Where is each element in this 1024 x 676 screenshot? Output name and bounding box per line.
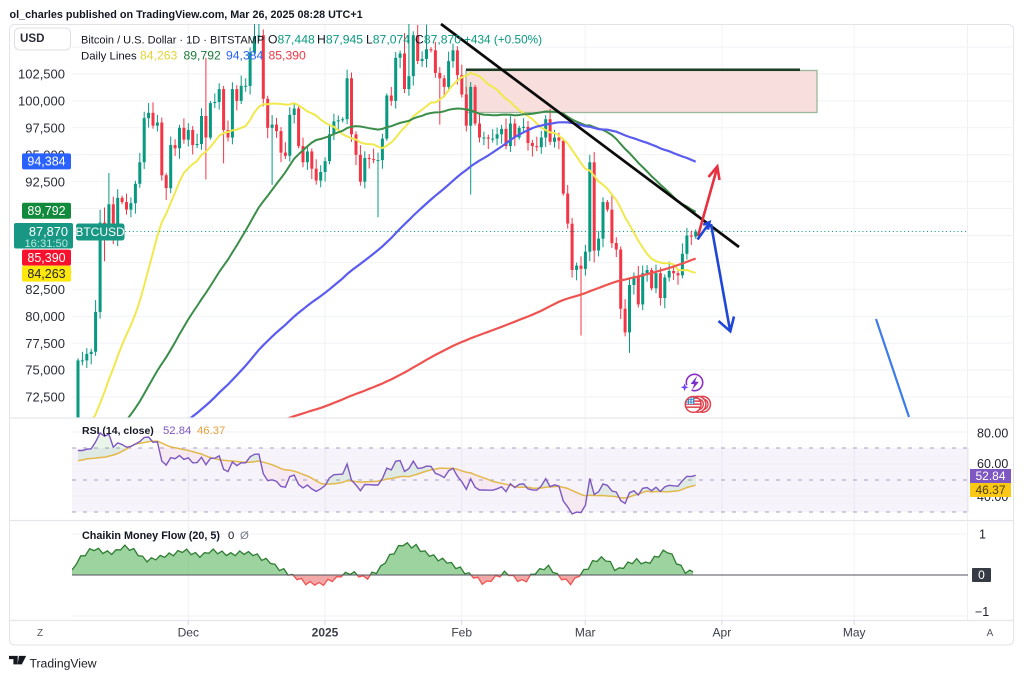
- svg-text:72,500: 72,500: [25, 390, 65, 405]
- svg-text:102,500: 102,500: [18, 67, 65, 82]
- svg-text:2025: 2025: [312, 626, 339, 640]
- svg-text:16:31:50: 16:31:50: [24, 238, 68, 250]
- svg-text:80,000: 80,000: [25, 309, 65, 324]
- svg-text:May: May: [843, 626, 866, 640]
- svg-text:97,500: 97,500: [25, 120, 65, 135]
- svg-text:−1: −1: [975, 605, 989, 619]
- svg-text:92,500: 92,500: [25, 174, 65, 189]
- svg-text:94,384: 94,384: [226, 49, 263, 63]
- svg-text:TradingView: TradingView: [30, 657, 97, 671]
- svg-text:Feb: Feb: [451, 626, 472, 640]
- svg-text:52.84: 52.84: [975, 469, 1005, 483]
- svg-text:46.37: 46.37: [197, 425, 225, 437]
- svg-text:Bitcoin / U.S. Dollar · 1D · B: Bitcoin / U.S. Dollar · 1D · BITSTAMP: [81, 35, 264, 47]
- svg-text:Ø: Ø: [240, 530, 249, 542]
- svg-text:0: 0: [228, 530, 234, 542]
- svg-text:Dec: Dec: [178, 626, 199, 640]
- svg-text:87,870: 87,870: [29, 224, 68, 239]
- svg-text:+434 (+0.50%): +434 (+0.50%): [464, 33, 542, 47]
- svg-text:Apr: Apr: [713, 626, 732, 640]
- svg-text:85,390: 85,390: [27, 251, 65, 265]
- svg-text:O87,448: O87,448: [268, 33, 315, 47]
- svg-text:84,263: 84,263: [140, 49, 177, 63]
- svg-text:BTCUSD: BTCUSD: [75, 225, 125, 239]
- svg-text:85,390: 85,390: [269, 49, 306, 63]
- svg-text:80.00: 80.00: [977, 427, 1008, 441]
- svg-text:Chaikin Money Flow (20, 5): Chaikin Money Flow (20, 5): [82, 530, 220, 542]
- svg-text:L87,074: L87,074: [366, 33, 410, 47]
- svg-text:77,500: 77,500: [25, 336, 65, 351]
- svg-text:89,792: 89,792: [27, 204, 65, 218]
- svg-text:46.37: 46.37: [975, 483, 1005, 497]
- svg-text:100,000: 100,000: [18, 94, 65, 109]
- svg-text:ol_charles published on Tradin: ol_charles published on TradingView.com,…: [10, 9, 363, 21]
- svg-text:82,500: 82,500: [25, 282, 65, 297]
- svg-text:Z: Z: [37, 628, 43, 639]
- svg-text:52.84: 52.84: [163, 425, 191, 437]
- svg-text:1: 1: [979, 528, 986, 542]
- svg-text:RSI (14, close): RSI (14, close): [82, 425, 154, 437]
- svg-text:C87,870: C87,870: [415, 33, 461, 47]
- svg-text:89,792: 89,792: [184, 49, 221, 63]
- svg-text:Daily Lines: Daily Lines: [81, 51, 137, 63]
- svg-text:H87,945: H87,945: [317, 33, 363, 47]
- svg-text:0: 0: [978, 568, 985, 582]
- svg-text:USD: USD: [20, 32, 44, 45]
- svg-text:75,000: 75,000: [25, 363, 65, 378]
- svg-text:A: A: [987, 628, 994, 639]
- svg-text:84,263: 84,263: [27, 267, 65, 281]
- svg-text:60.00: 60.00: [977, 457, 1008, 471]
- svg-text:Mar: Mar: [575, 626, 596, 640]
- svg-text:94,384: 94,384: [27, 155, 65, 169]
